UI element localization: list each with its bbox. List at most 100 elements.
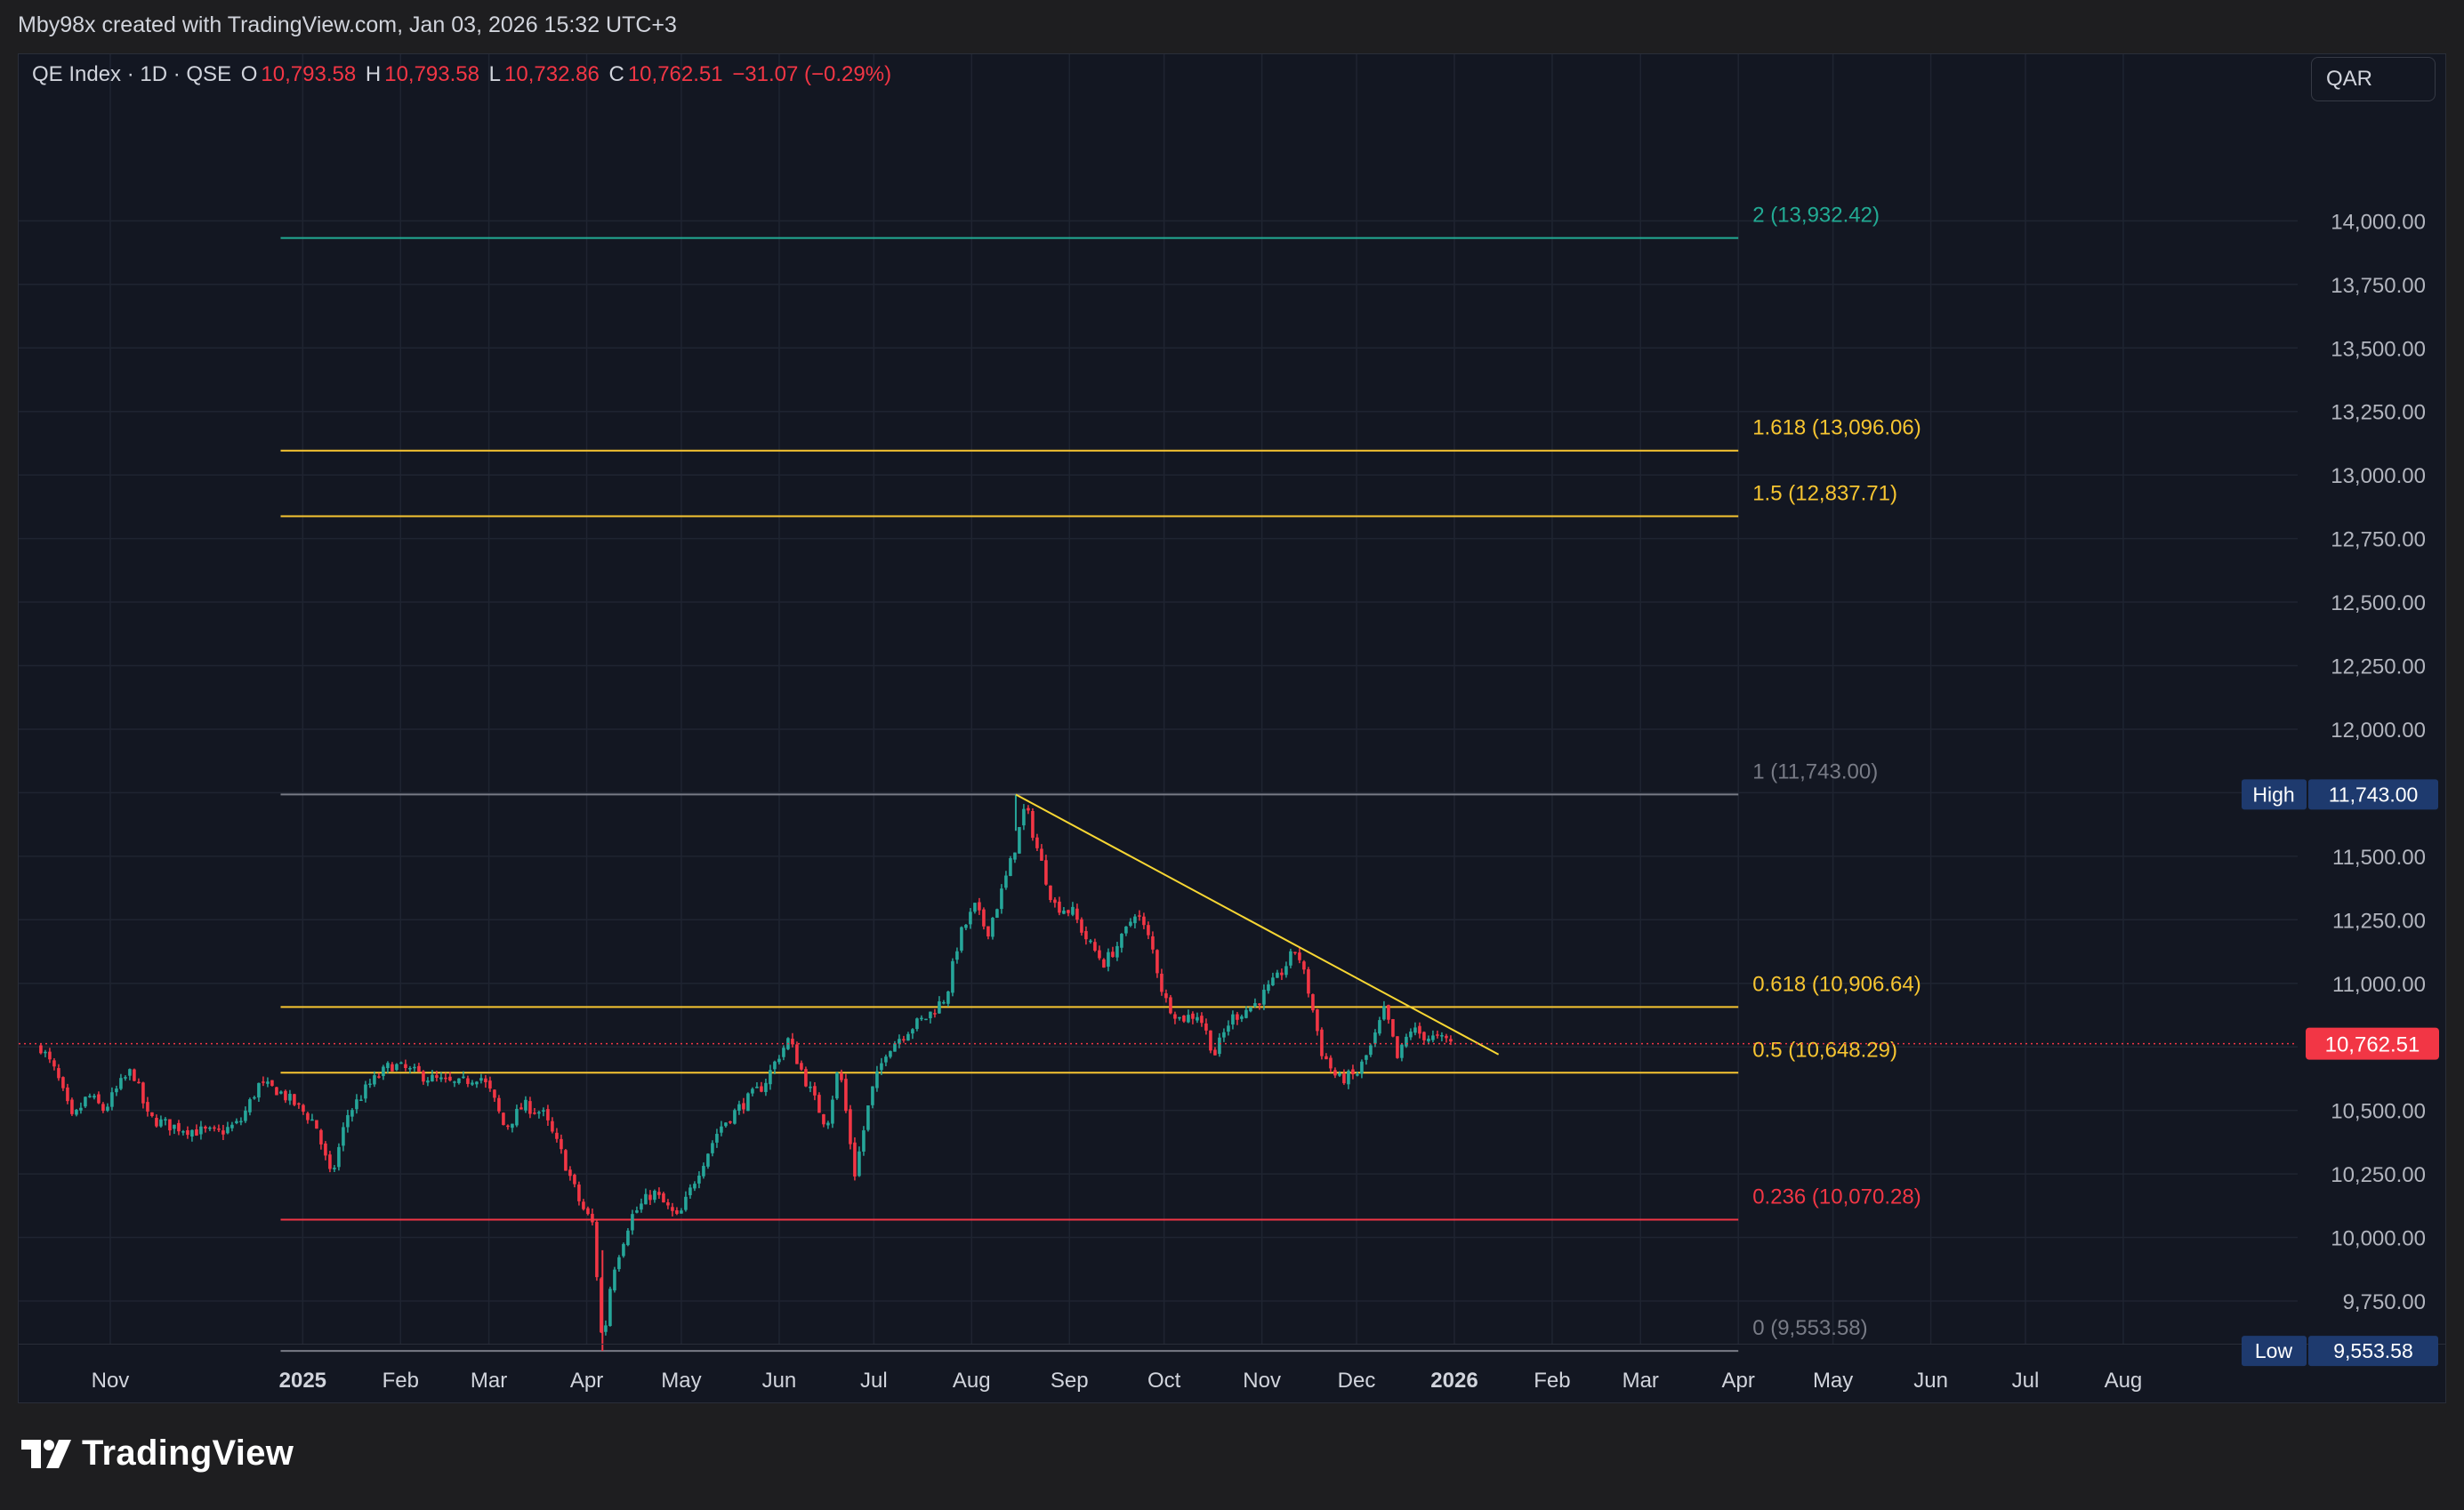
candle-body	[1058, 901, 1061, 913]
candle-body	[969, 912, 972, 925]
candle-body	[1071, 906, 1075, 915]
candle-body	[1084, 930, 1088, 940]
candle-body	[75, 1109, 78, 1115]
candle-body	[1449, 1039, 1453, 1042]
candle-body	[519, 1107, 523, 1110]
candle-body	[1427, 1038, 1430, 1042]
candle-body	[528, 1101, 532, 1114]
candle-body	[493, 1089, 496, 1098]
candle-body	[497, 1097, 501, 1112]
open-value: 10,793.58	[261, 62, 357, 86]
x-tick-label: Jul	[2012, 1369, 2040, 1393]
candle-body	[44, 1051, 47, 1054]
y-tick-label: 14,000.00	[2331, 210, 2426, 234]
candle-body	[893, 1043, 897, 1052]
candle-body	[920, 1017, 923, 1020]
candle-body	[1040, 848, 1043, 861]
fib-level-label: 0.618 (10,906.64)	[1752, 972, 1920, 996]
candle-body	[693, 1184, 697, 1189]
candle-body	[1173, 1014, 1177, 1019]
candle-body	[515, 1108, 519, 1126]
candle-body	[795, 1044, 799, 1064]
top-bar: Mby98x created with TradingView.com, Jan…	[0, 0, 2464, 53]
candle-body	[684, 1196, 688, 1210]
candle-body	[382, 1066, 385, 1077]
last-price-badge	[2306, 1027, 2439, 1060]
candle-body	[1018, 827, 1021, 854]
chart-pane[interactable]: 2 (13,932.42) 1.618 (13,096.06) 1.5 (12,83…	[18, 53, 2446, 1403]
candle-body	[453, 1081, 456, 1083]
candle-body	[346, 1114, 350, 1128]
candle-body	[951, 960, 954, 993]
candle-body	[746, 1093, 750, 1112]
candle-body	[337, 1146, 341, 1168]
y-tick-label: 12,750.00	[2331, 528, 2426, 552]
candle-body	[1378, 1020, 1381, 1034]
candle-body	[1222, 1032, 1226, 1038]
candle-body	[417, 1065, 421, 1072]
candle-body	[159, 1119, 163, 1127]
candle-body	[1409, 1032, 1413, 1038]
x-tick-label: Apr	[570, 1369, 603, 1393]
low-marker-tag	[2242, 1336, 2307, 1367]
candle-body	[324, 1143, 327, 1156]
candle-body	[875, 1071, 879, 1088]
candle-body	[422, 1071, 425, 1082]
x-tick-label: Jun	[762, 1369, 797, 1393]
candle-body	[1000, 888, 1003, 910]
candle-body	[1302, 961, 1306, 970]
price-chart[interactable]: 2 (13,932.42) 1.618 (13,096.06) 1.5 (12,83…	[19, 54, 2446, 1403]
y-tick-label: 10,500.00	[2331, 1100, 2426, 1124]
candle-body	[444, 1077, 447, 1080]
candle-body	[1271, 977, 1275, 985]
candle-body	[1240, 1016, 1244, 1019]
candle-body	[1031, 810, 1035, 839]
candle-body	[342, 1127, 345, 1146]
candle-body	[235, 1120, 238, 1123]
candle-body	[119, 1078, 123, 1089]
candle-body	[648, 1194, 652, 1201]
fib-level-label: 0.236 (10,070.28)	[1752, 1185, 1920, 1209]
candle-body	[511, 1123, 514, 1128]
candle-body	[310, 1119, 314, 1121]
y-tick-label: 11,000.00	[2332, 973, 2426, 997]
candle-body	[1333, 1070, 1337, 1076]
x-tick-label: Sep	[1051, 1369, 1089, 1393]
candle-body	[782, 1048, 785, 1057]
candle-body	[1422, 1032, 1426, 1040]
candle-body	[70, 1099, 74, 1114]
candle-body	[929, 1011, 932, 1018]
candle-body	[141, 1082, 145, 1104]
candle-body	[866, 1105, 870, 1130]
candle-body	[221, 1130, 225, 1135]
candle-body	[991, 918, 994, 937]
low-marker-label: Low	[2255, 1339, 2293, 1362]
fib-level-label: 0.5 (10,648.29)	[1752, 1038, 1897, 1062]
candle-body	[471, 1082, 474, 1085]
candle-body	[333, 1168, 336, 1169]
candle-body	[702, 1166, 705, 1177]
candle-body	[902, 1039, 906, 1040]
candle-body	[1320, 1029, 1324, 1056]
candle-body	[804, 1069, 808, 1087]
candle-body	[1151, 936, 1155, 950]
candle-body	[755, 1086, 759, 1088]
currency-button[interactable]: QAR	[2311, 57, 2436, 101]
high-marker-label: High	[2252, 783, 2294, 806]
candle-body	[404, 1064, 407, 1069]
candle-body	[168, 1119, 172, 1131]
candle-body	[1436, 1034, 1439, 1036]
x-tick-label: Apr	[1722, 1369, 1755, 1393]
candle-body	[190, 1129, 194, 1137]
candle-body	[270, 1080, 274, 1086]
candle-body	[319, 1129, 323, 1145]
candle-body	[115, 1088, 118, 1093]
symbol-name[interactable]: QE Index · 1D · QSE	[32, 62, 232, 86]
candle-body	[840, 1072, 843, 1080]
candle-body	[591, 1213, 594, 1223]
candle-body	[359, 1099, 363, 1102]
candle-body	[150, 1112, 154, 1117]
tradingview-logo[interactable]: TradingView	[20, 1434, 294, 1474]
candle-body	[697, 1175, 701, 1184]
candle-body	[978, 902, 981, 911]
